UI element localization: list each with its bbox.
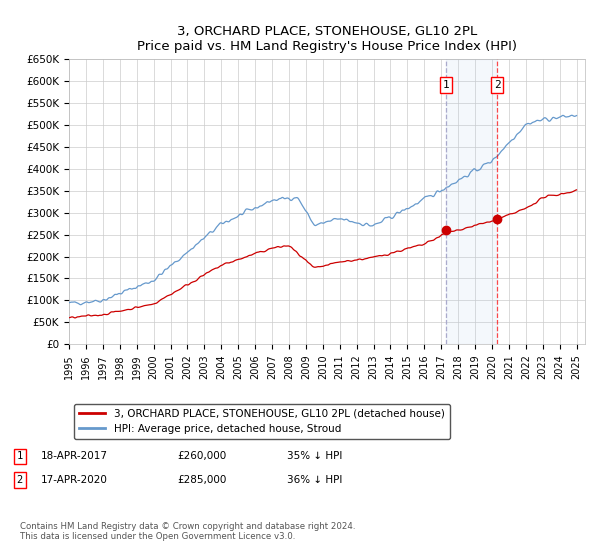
Text: 35% ↓ HPI: 35% ↓ HPI [287,451,342,461]
Text: 36% ↓ HPI: 36% ↓ HPI [287,475,342,485]
Text: 1: 1 [443,80,449,90]
Text: 2: 2 [17,475,23,485]
Bar [446,59,497,344]
Text: £260,000: £260,000 [177,451,226,461]
Text: 2: 2 [494,80,500,90]
Text: 17-APR-2020: 17-APR-2020 [41,475,107,485]
Text: 1: 1 [17,451,23,461]
Text: Contains HM Land Registry data © Crown copyright and database right 2024.
This d: Contains HM Land Registry data © Crown c… [20,522,355,542]
Title: 3, ORCHARD PLACE, STONEHOUSE, GL10 2PL
Price paid vs. HM Land Registry's House P: 3, ORCHARD PLACE, STONEHOUSE, GL10 2PL P… [137,25,517,53]
Text: 18-APR-2017: 18-APR-2017 [41,451,108,461]
Text: £285,000: £285,000 [177,475,226,485]
Legend: 3, ORCHARD PLACE, STONEHOUSE, GL10 2PL (detached house), HPI: Average price, det: 3, ORCHARD PLACE, STONEHOUSE, GL10 2PL (… [74,404,450,439]
